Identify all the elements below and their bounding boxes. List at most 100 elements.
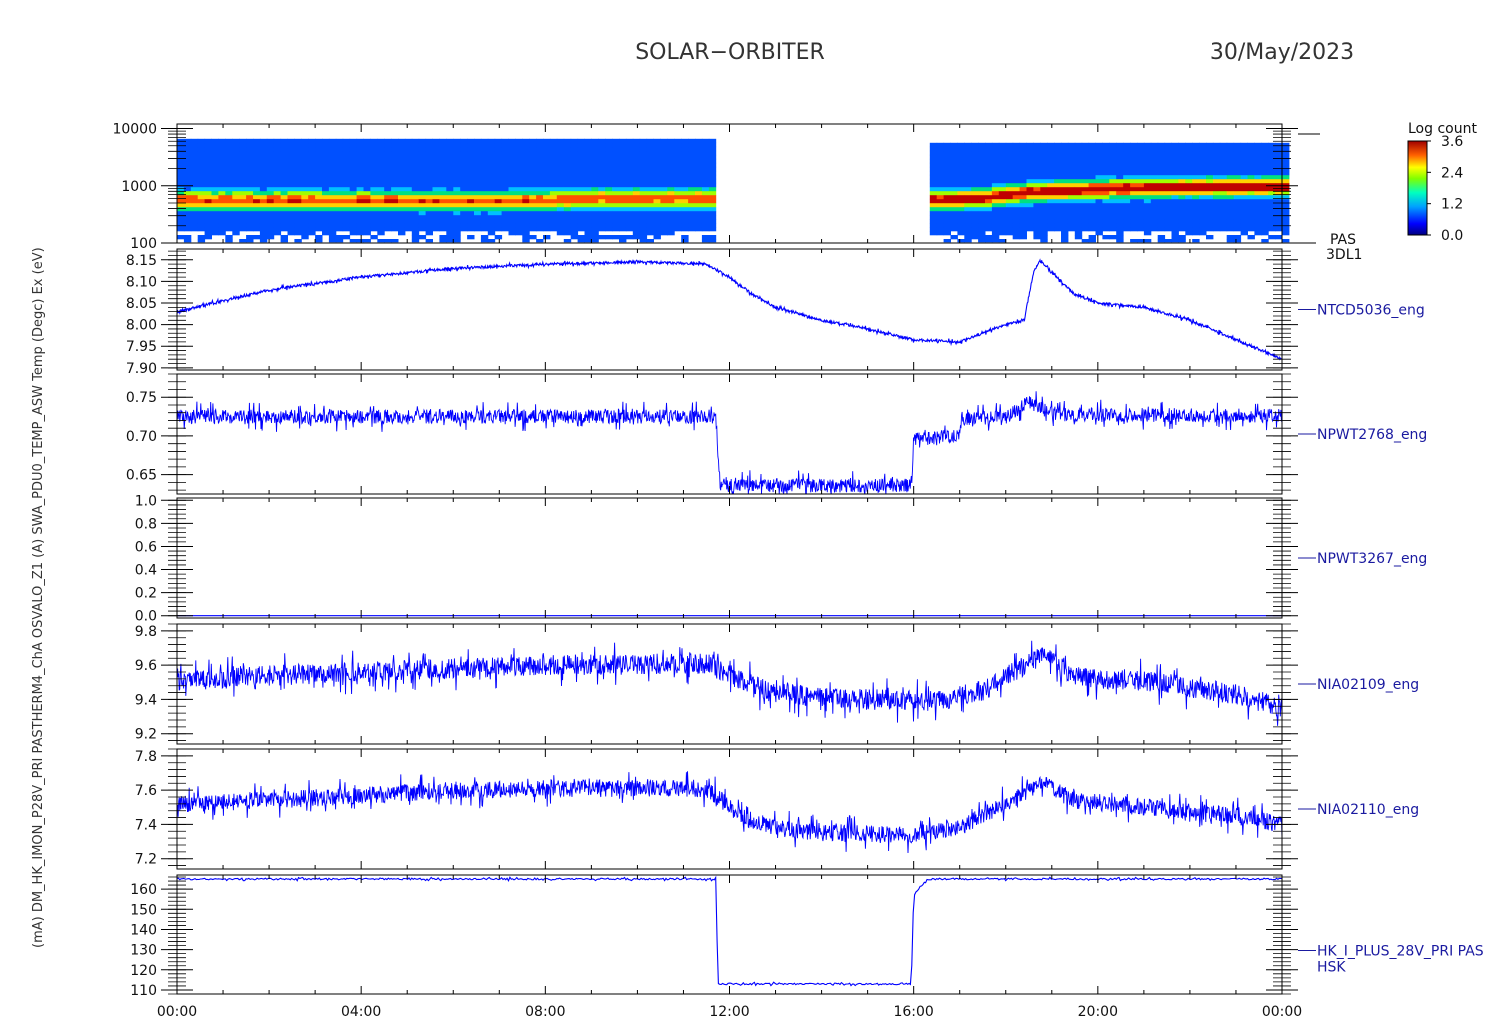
spectrogram-cell [1212,174,1221,180]
y-tick-label-hk-i-plus-28v: 110 [130,983,157,999]
spectrogram-cell [391,186,399,192]
spectrogram-cell [328,154,337,160]
spectrogram-cell [363,227,371,232]
spectrogram-cell [508,170,516,176]
spectrogram-cell [1054,223,1062,228]
spectrogram-cell [494,178,503,184]
spectrogram-cell [1150,162,1159,168]
spectrogram-cell [1261,215,1269,220]
spectrogram-cell [439,227,447,232]
spectrogram-cell [1081,178,1090,184]
spectrogram-cell [549,142,558,148]
spectrogram-cell [1109,154,1117,160]
spectrogram-cell [1109,223,1117,228]
spectrogram-cell [1143,198,1152,204]
spectrogram-cell [1040,162,1048,168]
spectrogram-cell [480,227,489,232]
spectrogram-cell [1268,202,1276,208]
spectrogram-cell [639,146,648,152]
spectrogram-cell [225,178,233,184]
spectrogram-cell [398,154,406,160]
spectrogram-cell [439,174,447,180]
spectrogram-cell [301,202,309,208]
spectrogram-cell [1047,227,1055,232]
spectrogram-cell [1040,223,1048,228]
spectrogram-cell [1067,142,1076,148]
spectrogram-cell [971,215,979,220]
spectrogram-cell [681,146,689,152]
spectrogram-cell [342,194,351,200]
spectrogram-cell [501,194,509,200]
spectrogram-cell [259,150,268,156]
spectrogram-cell [1005,206,1014,212]
spectrogram-cell [273,215,282,220]
spectrogram-cell [501,219,509,224]
spectrogram-cell [1233,198,1242,204]
spectrogram-cell [957,170,965,176]
spectrogram-cell [1282,231,1290,236]
spectrogram-cell [612,223,620,228]
spectrogram-cell [1074,158,1083,164]
spectrogram-cell [605,174,613,180]
spectrogram-cell [943,162,951,168]
spectrogram-cell [1026,190,1034,196]
spectrogram-cell [259,206,268,212]
spectrogram-cell [1185,227,1193,232]
spectrogram-cell [1157,235,1166,240]
spectrogram-cell [1150,182,1159,188]
spectrogram-cell [1178,142,1186,148]
spectrogram-cell [301,210,309,216]
spectrogram-cell [1033,190,1041,196]
spectrogram-cell [1005,158,1014,164]
spectrogram-cell [391,158,399,164]
spectrogram-cell [619,170,627,176]
spectrogram-cell [439,146,447,152]
spectrogram-cell [460,206,468,212]
spectrogram-cell [1019,162,1027,168]
spectrogram-cell [280,186,288,192]
spectrogram-cell [1199,186,1207,192]
spectrogram-cell [1012,182,1021,188]
spectrogram-cell [218,178,226,184]
spectrogram-cell [177,198,185,204]
spectrogram-cell [688,170,696,176]
spectrogram-cell [674,138,682,144]
spectrogram-cell [1123,182,1131,188]
spectrogram-cell [480,206,489,212]
spectrogram-cell [1061,223,1069,228]
spectrogram-cell [529,146,537,152]
spectrogram-cell [1171,219,1179,224]
series-line-nia02109 [176,640,1283,726]
spectrogram-cell [1061,215,1069,220]
spectrogram-cell [529,202,537,208]
spectrogram-cell [391,215,399,220]
spectrogram-cell [549,219,558,224]
spectrogram-cell [1261,202,1269,208]
spectrogram-cell [467,178,475,184]
spectrogram-cell [1026,166,1034,172]
spectrogram-cell [971,150,979,156]
spectrogram-cell [322,166,330,172]
spectrogram-cell [391,210,399,216]
spectrogram-cell [1012,150,1021,156]
spectrogram-cell [1261,231,1269,236]
spectrogram-cell [639,235,648,240]
spectrogram-cell [308,202,316,208]
spectrogram-cell [446,235,454,240]
spectrogram-cell [301,227,309,232]
spectrogram-cell [1109,194,1117,200]
spectrogram-cell [1212,215,1221,220]
spectrogram-cell [1199,194,1207,200]
spectrogram-cell [508,146,516,152]
spectrogram-cell [1123,162,1131,168]
spectrogram-cell [1095,166,1103,172]
spectrogram-cell [605,150,613,156]
spectrogram-cell [515,227,523,232]
spectrogram-cell [322,198,330,204]
spectrogram-pas-3dl1 [177,138,1290,243]
spectrogram-cell [612,227,620,232]
spectrogram-cell [625,142,634,148]
spectrogram-cell [1074,194,1083,200]
spectrogram-cell [563,215,572,220]
spectrogram-cell [1268,154,1276,160]
